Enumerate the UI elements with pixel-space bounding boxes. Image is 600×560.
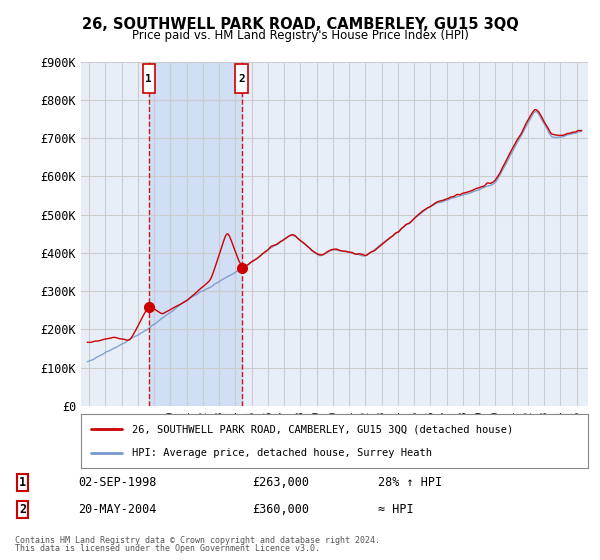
Text: 1: 1 [19, 476, 26, 489]
Text: 02-SEP-1998: 02-SEP-1998 [78, 476, 157, 489]
FancyBboxPatch shape [235, 64, 248, 94]
Text: 28% ↑ HPI: 28% ↑ HPI [378, 476, 442, 489]
Text: 26, SOUTHWELL PARK ROAD, CAMBERLEY, GU15 3QQ: 26, SOUTHWELL PARK ROAD, CAMBERLEY, GU15… [82, 17, 518, 32]
Text: 20-MAY-2004: 20-MAY-2004 [78, 503, 157, 516]
Text: Contains HM Land Registry data © Crown copyright and database right 2024.: Contains HM Land Registry data © Crown c… [15, 536, 380, 545]
Text: This data is licensed under the Open Government Licence v3.0.: This data is licensed under the Open Gov… [15, 544, 320, 553]
Text: 2: 2 [238, 74, 245, 84]
Text: Price paid vs. HM Land Registry's House Price Index (HPI): Price paid vs. HM Land Registry's House … [131, 29, 469, 42]
Bar [149, 62, 242, 406]
Text: 26, SOUTHWELL PARK ROAD, CAMBERLEY, GU15 3QQ (detached house): 26, SOUTHWELL PARK ROAD, CAMBERLEY, GU15… [132, 424, 513, 435]
FancyBboxPatch shape [143, 64, 155, 94]
Text: £263,000: £263,000 [252, 476, 309, 489]
Text: 2: 2 [19, 503, 26, 516]
Text: £360,000: £360,000 [252, 503, 309, 516]
Text: 1: 1 [145, 74, 152, 84]
Text: ≈ HPI: ≈ HPI [378, 503, 413, 516]
Text: HPI: Average price, detached house, Surrey Heath: HPI: Average price, detached house, Surr… [132, 447, 432, 458]
